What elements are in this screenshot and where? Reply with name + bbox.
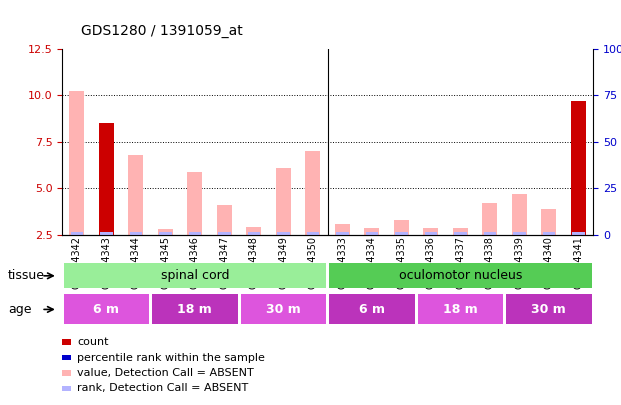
Bar [329,263,592,288]
Text: 30 m: 30 m [532,303,566,316]
Text: tissue: tissue [8,269,45,282]
Bar [248,232,260,235]
Bar [484,232,496,235]
Text: GDS1280 / 1391059_at: GDS1280 / 1391059_at [81,24,242,38]
Bar [70,92,84,235]
Bar [247,228,261,235]
Bar [542,209,556,235]
Bar [130,232,142,235]
Bar [100,232,112,235]
Bar [394,220,409,235]
Text: 6 m: 6 m [359,303,385,316]
Bar [99,123,114,235]
Bar [453,228,468,235]
Bar [417,294,503,324]
Bar [63,263,326,288]
Bar [63,294,149,324]
Text: value, Detection Call = ABSENT: value, Detection Call = ABSENT [77,368,254,378]
Bar [307,232,319,235]
Bar [543,232,555,235]
Bar [512,194,527,235]
Bar [513,232,525,235]
Bar [276,168,291,235]
Bar [188,172,202,235]
Bar [425,232,437,235]
Bar [454,232,466,235]
Text: oculomotor nucleus: oculomotor nucleus [399,269,522,282]
Bar [335,224,350,235]
Bar [129,155,143,235]
Bar [189,232,201,235]
Text: 18 m: 18 m [178,303,212,316]
Text: 18 m: 18 m [443,303,478,316]
Bar [572,232,584,235]
Bar [217,205,232,235]
Text: rank, Detection Call = ABSENT: rank, Detection Call = ABSENT [77,384,248,393]
Bar [571,101,586,235]
Bar [240,294,326,324]
Text: age: age [8,303,32,316]
Bar [277,232,289,235]
Bar [159,232,171,235]
Bar [218,232,230,235]
Text: 6 m: 6 m [93,303,119,316]
Bar [336,232,348,235]
Bar [506,294,592,324]
Bar [158,229,173,235]
Bar [71,232,83,235]
Bar [306,151,320,235]
Text: percentile rank within the sample: percentile rank within the sample [77,353,265,362]
Bar [424,228,438,235]
Bar [365,228,379,235]
Text: spinal cord: spinal cord [161,269,229,282]
Bar [329,294,415,324]
Bar [152,294,238,324]
Text: count: count [77,337,109,347]
Text: 30 m: 30 m [266,303,301,316]
Bar [395,232,407,235]
Bar [483,203,497,235]
Bar [366,232,378,235]
